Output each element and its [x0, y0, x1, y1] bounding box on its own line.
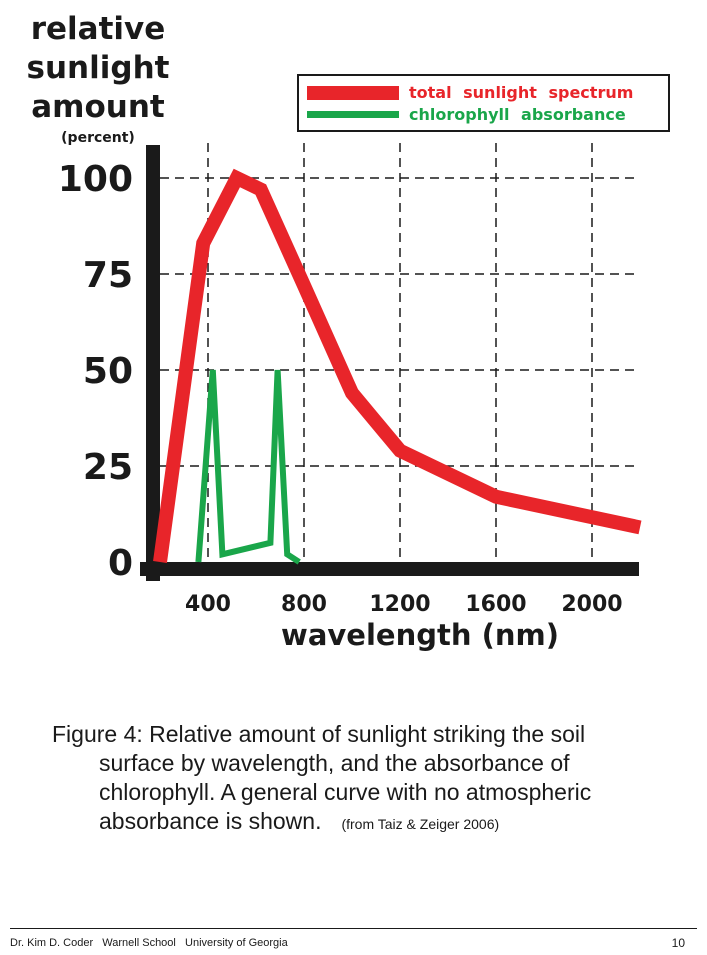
tick-labels: 400 800 1200 1600 2000 0 25 50 75 100: [58, 159, 623, 617]
legend-swatch-sunlight: [307, 86, 399, 100]
y-tick-label-100: 100: [58, 159, 133, 200]
x-axis-line: [140, 562, 639, 576]
y-tick-label-50: 50: [83, 351, 133, 392]
y-tick-label-75: 75: [83, 255, 133, 296]
x-axis-label: wavelength (nm): [281, 618, 559, 652]
x-tick-label-1600: 1600: [465, 592, 526, 617]
caption-credit: (from Taiz & Zeiger 2006): [341, 816, 500, 832]
y-axis-label-line-3: amount: [31, 89, 165, 125]
series-line-0: [153, 168, 642, 563]
figure-caption: Figure 4: Relative amount of sunlight st…: [52, 720, 672, 839]
page-number: 10: [671, 936, 685, 950]
grid: [160, 143, 640, 562]
y-tick-label-0: 0: [108, 543, 133, 584]
y-axis-label-line-1: relative: [30, 11, 166, 47]
chart: 400 800 1200 1600 2000 0 25 50 75 100: [58, 143, 642, 617]
caption-line-4-text: absorbance is shown.: [99, 808, 322, 834]
x-tick-label-400: 400: [185, 592, 231, 617]
y-axis-line: [146, 145, 160, 581]
legend-label-chlorophyll: chlorophyll absorbance: [409, 105, 626, 124]
series-line-1: [195, 369, 301, 565]
x-tick-label-1200: 1200: [369, 592, 430, 617]
caption-line-2: surface by wavelength, and the absorbanc…: [99, 750, 570, 776]
legend-label-sunlight: total sunlight spectrum: [409, 83, 634, 102]
x-tick-label-800: 800: [281, 592, 327, 617]
axes: [140, 145, 639, 581]
series: [153, 168, 642, 565]
y-tick-label-25: 25: [83, 447, 133, 488]
footer-author: Dr. Kim D. Coder Warnell School Universi…: [10, 937, 288, 949]
legend: total sunlight spectrum chlorophyll abso…: [297, 74, 670, 132]
y-axis-unit: (percent): [61, 130, 135, 146]
y-axis-label-line-2: sunlight: [26, 50, 170, 86]
caption-line-4: absorbance is shown. (from Taiz & Zeiger …: [52, 807, 672, 839]
caption-line-1: Figure 4: Relative amount of sunlight st…: [52, 721, 586, 747]
footer-divider: [10, 928, 697, 929]
x-tick-label-2000: 2000: [561, 592, 622, 617]
caption-line-3: chlorophyll. A general curve with no atm…: [99, 779, 592, 805]
legend-swatch-chlorophyll: [307, 111, 399, 118]
